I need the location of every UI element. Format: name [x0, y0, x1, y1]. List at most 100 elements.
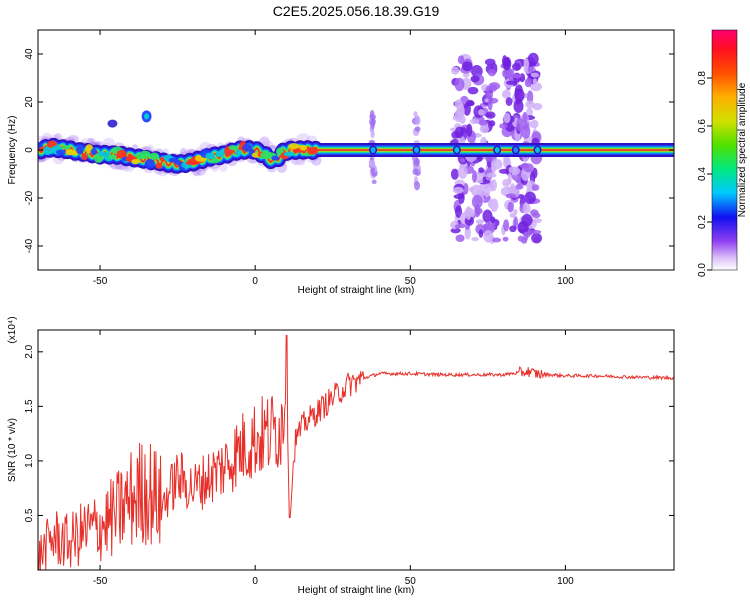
spectral-blob	[90, 148, 98, 156]
spectral-blob	[513, 147, 519, 153]
spectral-blob	[371, 172, 378, 177]
spectral-blob	[478, 119, 488, 126]
spectral-blob	[131, 158, 141, 165]
spectrogram-panel: -50 0 50 100 40 20 0 -20 -40 Height of straight …	[7, 29, 675, 296]
spectral-blob	[489, 180, 494, 192]
spectral-blob	[482, 176, 487, 183]
spectrogram-axes: -50 0 50 100 40 20 0 -20 -40	[24, 30, 674, 287]
spectral-blob	[508, 166, 517, 174]
spectral-blob	[234, 149, 242, 157]
spectral-blob	[502, 56, 512, 71]
spectral-blob	[469, 118, 480, 124]
spectral-blob	[503, 219, 510, 232]
spectral-blob	[487, 69, 496, 77]
spectral-blob	[486, 172, 497, 178]
spectral-blob	[470, 65, 483, 78]
spectral-blob	[454, 126, 464, 139]
spectral-blob	[450, 227, 461, 234]
spectral-blob	[523, 58, 530, 70]
spectral-blob	[502, 68, 513, 79]
spectral-blob	[463, 183, 469, 195]
spectral-blob	[532, 102, 543, 111]
spectral-blob	[228, 145, 239, 151]
spectral-blob	[522, 202, 531, 215]
spectral-blob	[242, 143, 253, 152]
spectral-blob	[283, 151, 295, 157]
spectral-blob	[485, 111, 496, 119]
spectral-blob	[452, 186, 464, 194]
spectral-blob	[370, 167, 375, 174]
spectrogram-ylabel: Frequency (Hz)	[7, 116, 18, 185]
spectral-blob	[413, 157, 420, 167]
spectral-blob	[467, 86, 479, 95]
spectral-blob	[462, 72, 470, 78]
spectral-blob	[531, 232, 543, 244]
colorbar-tick-label: 0.8	[697, 71, 708, 85]
spectral-blob	[155, 162, 163, 169]
spectral-blob	[531, 72, 539, 78]
spectral-blob	[482, 223, 489, 229]
spectral-blob	[415, 115, 421, 126]
spectral-blob	[471, 194, 483, 209]
snr-ylabel: SNR (10 * v/v)	[7, 418, 18, 482]
snr-panel: -50 0 50 100 0.5 1.0 1.5 2.0 Height of straight…	[7, 316, 675, 596]
spectral-blob	[370, 147, 376, 153]
spectral-blob	[205, 152, 215, 160]
spectral-blob	[505, 193, 517, 199]
colorbar-frame	[711, 29, 738, 271]
spectral-blob	[531, 184, 540, 191]
spectral-ridge	[38, 143, 674, 168]
spectral-blob	[471, 170, 477, 183]
spectral-blob	[529, 229, 542, 234]
spectral-blob	[517, 235, 525, 242]
spectral-blob	[466, 123, 473, 137]
spectral-blob	[485, 85, 491, 95]
spectral-blob	[144, 113, 150, 120]
spectral-blob	[107, 119, 118, 128]
spectral-blob	[371, 179, 377, 185]
spectral-blob	[210, 158, 220, 164]
spectral-blob	[532, 167, 538, 179]
spectral-blob	[454, 205, 463, 218]
spectral-blob	[479, 125, 490, 134]
snr-ytick-label: 1.0	[24, 454, 35, 468]
spectral-blob	[507, 201, 514, 213]
spectral-blob	[521, 213, 533, 227]
colorbar-ticks: 0.0 0.2 0.4 0.6 0.8	[697, 71, 712, 277]
spectral-blob	[144, 158, 155, 169]
spectral-blob	[482, 209, 493, 223]
snr-series-line	[38, 335, 674, 570]
spectrogram-ytick-label: 40	[24, 48, 35, 60]
snr-xtick-label: 0	[252, 576, 258, 587]
spectral-blob	[454, 147, 460, 153]
spectral-blob	[470, 75, 480, 83]
spectral-blob	[525, 100, 535, 109]
colorbar: 0.0 0.2 0.4 0.6 0.8 Normalized spectral ampl…	[697, 29, 748, 277]
spectral-blob	[490, 158, 503, 170]
spectrogram-ytick-label: 20	[24, 96, 35, 108]
spectral-blob	[471, 236, 479, 242]
spectral-blob	[454, 77, 465, 92]
spectral-blob	[478, 229, 484, 238]
spectral-blob	[489, 120, 496, 127]
spectrogram-xtick-label: 0	[252, 276, 258, 287]
spectral-blob	[532, 78, 537, 85]
spectral-blob	[89, 138, 97, 146]
spectral-blob	[478, 109, 485, 116]
spectral-blob	[370, 120, 375, 130]
spectral-blob	[475, 219, 484, 225]
spectral-blob	[489, 198, 499, 212]
spectral-blob	[370, 130, 375, 139]
spectral-blob	[453, 194, 465, 200]
spectral-blob	[512, 62, 521, 71]
spectral-blob	[523, 231, 529, 241]
spectral-blob	[494, 147, 500, 153]
spectral-blob	[56, 149, 67, 155]
spectral-blob	[513, 99, 524, 113]
spectral-blob	[530, 82, 542, 92]
spectral-blob	[299, 144, 308, 151]
spectral-blob	[490, 216, 496, 224]
spectral-blob	[307, 146, 318, 155]
spectrogram-xtick-label: 50	[405, 276, 417, 287]
spectral-blob	[506, 80, 517, 85]
